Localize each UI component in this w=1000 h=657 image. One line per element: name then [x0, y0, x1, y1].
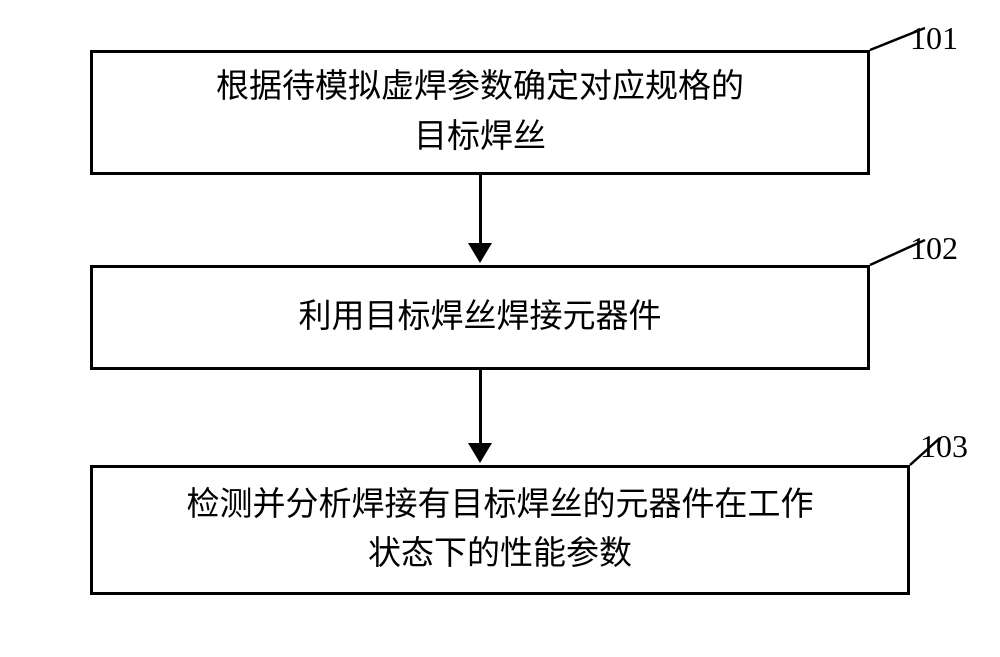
arrow-head-2-3 — [468, 443, 492, 463]
arrow-head-1-2 — [468, 243, 492, 263]
step-label-101: 101 — [910, 20, 958, 57]
arrow-line-1-2 — [479, 175, 482, 243]
arrow-line-2-3 — [479, 370, 482, 443]
node-text: 利用目标焊丝焊接元器件 — [299, 293, 662, 343]
flowchart-container: 根据待模拟虚焊参数确定对应规格的目标焊丝 101 利用目标焊丝焊接元器件 102… — [60, 20, 960, 640]
step-label-103: 103 — [920, 428, 968, 465]
flowchart-node-step3: 检测并分析焊接有目标焊丝的元器件在工作状态下的性能参数 — [90, 465, 910, 595]
flowchart-node-step2: 利用目标焊丝焊接元器件 — [90, 265, 870, 370]
step-label-102: 102 — [910, 230, 958, 267]
node-text: 根据待模拟虚焊参数确定对应规格的目标焊丝 — [216, 63, 744, 162]
node-text: 检测并分析焊接有目标焊丝的元器件在工作状态下的性能参数 — [187, 481, 814, 580]
flowchart-node-step1: 根据待模拟虚焊参数确定对应规格的目标焊丝 — [90, 50, 870, 175]
